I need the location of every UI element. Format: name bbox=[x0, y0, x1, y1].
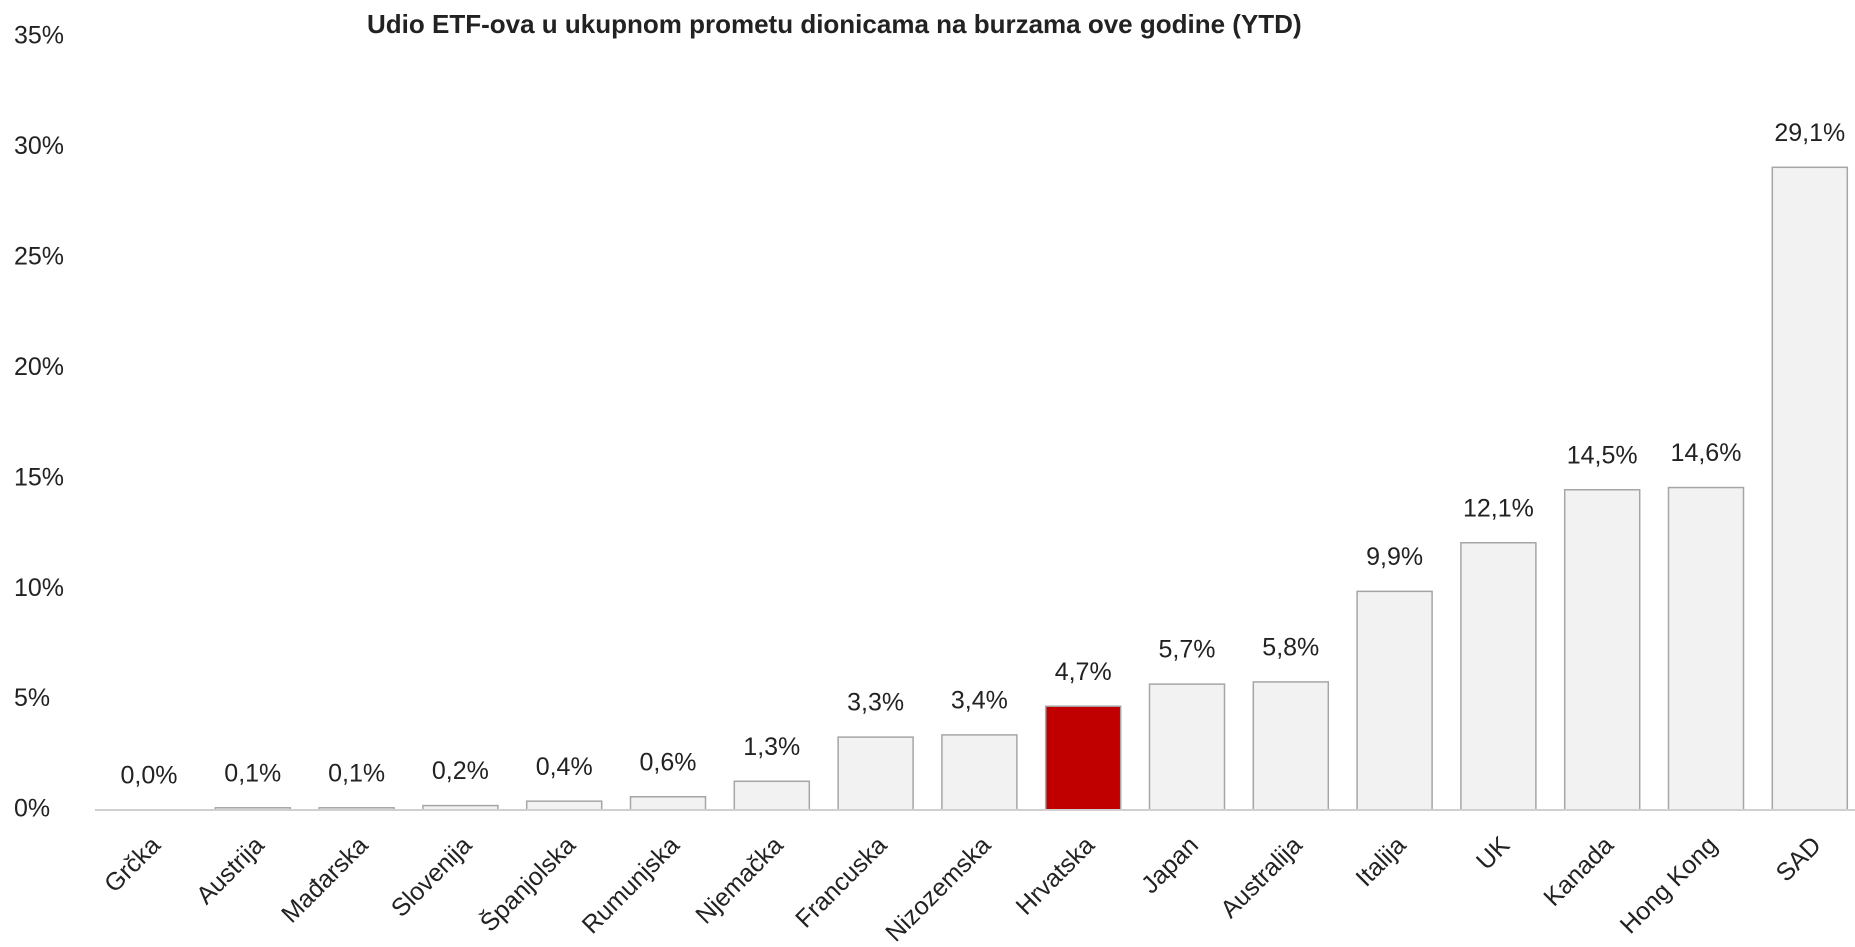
data-label: 9,9% bbox=[1366, 543, 1423, 571]
data-label: 0,4% bbox=[536, 753, 593, 781]
x-tick-label: SAD bbox=[1771, 831, 1827, 887]
bar bbox=[837, 736, 914, 811]
x-tick-label: Grčka bbox=[99, 831, 166, 898]
bar bbox=[733, 780, 811, 811]
x-tick-label: Francuska bbox=[790, 831, 892, 933]
bar bbox=[1356, 590, 1433, 811]
x-tick-label: Španjolska bbox=[474, 830, 581, 937]
bar bbox=[1667, 486, 1745, 811]
y-tick-label: 10% bbox=[14, 574, 64, 602]
y-tick-label: 35% bbox=[14, 22, 64, 50]
x-tick-label: Australija bbox=[1215, 831, 1308, 924]
x-tick-label: UK bbox=[1471, 831, 1516, 876]
data-label: 0,1% bbox=[328, 759, 385, 787]
bar bbox=[1460, 542, 1537, 811]
data-label: 0,0% bbox=[121, 762, 178, 790]
bar bbox=[629, 795, 707, 811]
x-tick-label: Rumunjska bbox=[577, 831, 685, 939]
x-tick-label: Italija bbox=[1350, 831, 1411, 892]
x-tick-label: Hong Kong bbox=[1615, 831, 1723, 939]
x-tick-label: Japan bbox=[1136, 831, 1204, 899]
data-label: 3,3% bbox=[847, 689, 904, 717]
y-tick-label: 20% bbox=[14, 353, 64, 381]
data-label: 0,2% bbox=[432, 757, 489, 785]
x-tick-label: Njemačka bbox=[690, 831, 788, 929]
data-label: 4,7% bbox=[1055, 658, 1112, 686]
data-label: 14,6% bbox=[1671, 439, 1742, 467]
data-label: 1,3% bbox=[743, 733, 800, 761]
data-label: 0,1% bbox=[224, 759, 281, 787]
x-tick-label: Nizozemska bbox=[880, 831, 996, 947]
bar bbox=[941, 734, 1018, 811]
bar bbox=[1563, 489, 1641, 811]
bar bbox=[1148, 683, 1226, 811]
y-tick-label: 5% bbox=[14, 684, 50, 712]
bar bbox=[1252, 681, 1330, 811]
x-tick-label: Mađarska bbox=[276, 831, 373, 928]
data-label: 5,7% bbox=[1159, 636, 1216, 664]
data-label: 0,6% bbox=[640, 748, 697, 776]
y-tick-label: 0% bbox=[14, 795, 50, 823]
y-tick-label: 15% bbox=[14, 463, 64, 491]
chart-title: Udio ETF-ova u ukupnom prometu dionicama… bbox=[367, 9, 1302, 39]
x-tick-label: Austrija bbox=[191, 831, 270, 910]
data-label: 12,1% bbox=[1463, 494, 1534, 522]
bar bbox=[525, 800, 603, 811]
data-label: 5,8% bbox=[1262, 634, 1319, 662]
x-tick-label: Kanada bbox=[1538, 831, 1619, 912]
bar bbox=[1771, 166, 1849, 811]
y-tick-label: 30% bbox=[14, 132, 64, 160]
data-label: 29,1% bbox=[1774, 119, 1845, 147]
x-tick-label: Hrvatska bbox=[1011, 831, 1101, 921]
data-label: 3,4% bbox=[951, 687, 1008, 715]
x-tick-label: Slovenija bbox=[386, 831, 478, 923]
data-label: 14,5% bbox=[1567, 441, 1638, 469]
bar bbox=[1044, 705, 1122, 811]
y-tick-label: 25% bbox=[14, 242, 64, 270]
